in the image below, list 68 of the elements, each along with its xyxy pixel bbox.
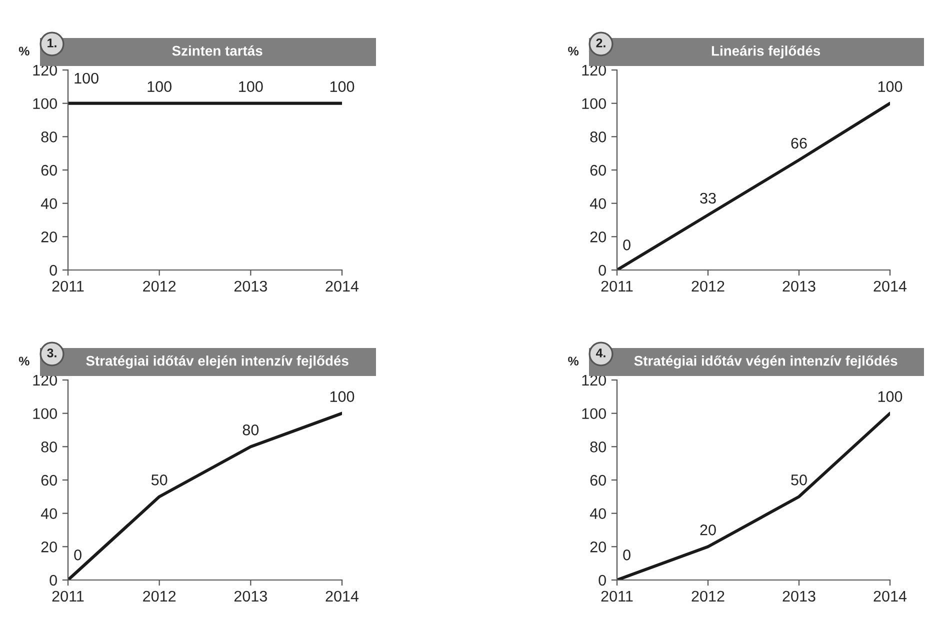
x-tick-label: 2011 [52,280,84,292]
y-tick-label: 40 [40,198,57,210]
y-tick-label: 100 [582,408,606,420]
y-tick-label: 80 [41,132,57,142]
data-label: 100 [239,81,263,92]
x-tick-label: 2014 [874,280,907,292]
y-tick-label: 60 [590,164,606,176]
x-tick-label: 2013 [234,590,267,602]
y-tick-label: 0 [598,264,606,276]
y-tick-label: 20 [590,542,606,552]
text: 3. [47,348,56,358]
data-label: 50 [791,474,807,486]
data-label: 50 [151,474,168,486]
chart-title: Szinten tartás [172,45,262,56]
text: 1. [48,38,56,48]
x-tick-label: 2011 [52,590,84,602]
data-label: 20 [700,524,716,536]
y-tick-label: 40 [590,508,606,520]
y-tick-label: 100 [33,98,57,110]
y-axis-title: % [568,356,579,366]
y-tick-label: 20 [41,232,57,242]
data-label: 80 [242,424,259,436]
y-tick-label: 100 [582,98,606,110]
y-tick-label: 40 [40,508,57,520]
x-tick-label: 2013 [782,280,816,292]
x-tick-label: 2013 [782,590,816,602]
data-label: 100 [878,391,902,402]
x-tick-label: 2014 [874,590,907,602]
y-tick-label: 80 [41,442,57,452]
y-axis-title: % [18,46,30,56]
x-tick-label: 2012 [143,590,176,602]
y-tick-label: 20 [590,232,606,242]
y-tick-label: 80 [590,442,606,452]
y-tick-label: 40 [590,198,606,210]
data-label: 0 [74,549,82,560]
y-tick-label: 60 [41,474,57,486]
y-tick-label: 60 [590,474,606,486]
chart-title: Stratégiai időtáv elején intenzív fejlődés [86,355,348,369]
x-tick-label: 2014 [326,280,359,292]
y-axis-title: % [568,46,579,56]
data-label: 0 [623,239,630,250]
chart-title: Stratégiai időtáv végén intenzív fejlődés [634,355,898,369]
data-label: 100 [74,72,98,84]
data-label: 33 [700,192,716,204]
data-label: 100 [148,81,172,92]
x-tick-label: 2011 [601,280,633,292]
y-tick-label: 0 [50,264,57,276]
y-tick-label: 0 [598,574,606,586]
x-tick-label: 2014 [326,590,359,602]
chart-title: Lineáris fejlődés [712,45,820,59]
data-label: 100 [330,81,354,92]
x-tick-label: 2012 [692,280,724,292]
data-label: 100 [330,391,354,402]
x-tick-label: 2011 [601,590,633,602]
x-tick-label: 2012 [143,280,176,292]
x-tick-label: 2012 [692,590,724,602]
data-label: 0 [623,549,630,560]
data-label: 100 [878,81,902,92]
y-tick-label: 60 [41,164,57,176]
y-axis-title: % [18,356,30,366]
x-tick-label: 2013 [234,280,267,292]
text: 2. [596,38,606,48]
y-tick-label: 80 [590,132,606,142]
y-tick-label: 0 [50,574,57,586]
y-tick-label: 20 [41,542,57,552]
data-label: 66 [791,138,807,149]
y-tick-label: 100 [33,408,57,420]
text: 4. [596,348,606,358]
